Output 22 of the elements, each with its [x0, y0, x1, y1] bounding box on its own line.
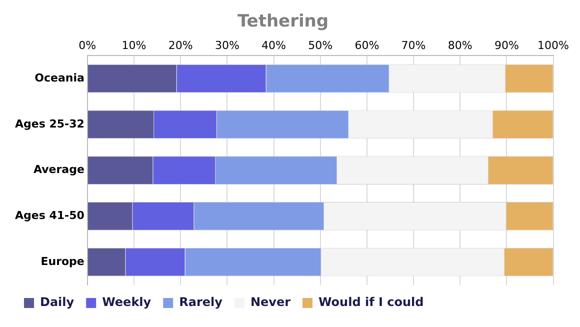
x-tick-label: 100% [538, 38, 570, 52]
x-tick-label: 90% [494, 38, 519, 52]
y-tick-label: Average [33, 163, 84, 176]
legend-label: Rarely [179, 295, 223, 310]
legend-label: Would if I could [318, 295, 424, 310]
y-tick-label: Ages 41-50 [15, 209, 85, 222]
chart-title: Tethering [237, 12, 329, 32]
x-tick-label: 0% [78, 38, 96, 52]
legend-label: Never [250, 295, 291, 310]
legend-label: Weekly [102, 295, 152, 310]
x-tick-label: 30% [214, 38, 240, 52]
x-tick-label: 40% [262, 38, 286, 52]
x-tick-label: 70% [401, 38, 426, 52]
x-tick-label: 80% [448, 38, 472, 52]
y-tick-label: Ages 25-32 [15, 117, 84, 130]
x-tick-label: 50% [308, 38, 333, 52]
y-tick-label: Oceania [34, 71, 84, 84]
x-tick-label: 10% [122, 38, 146, 52]
x-tick-label: 60% [354, 38, 380, 52]
x-tick-label: 20% [168, 38, 193, 52]
legend-label: Daily [40, 295, 74, 310]
y-tick-label: Europe [40, 254, 84, 268]
